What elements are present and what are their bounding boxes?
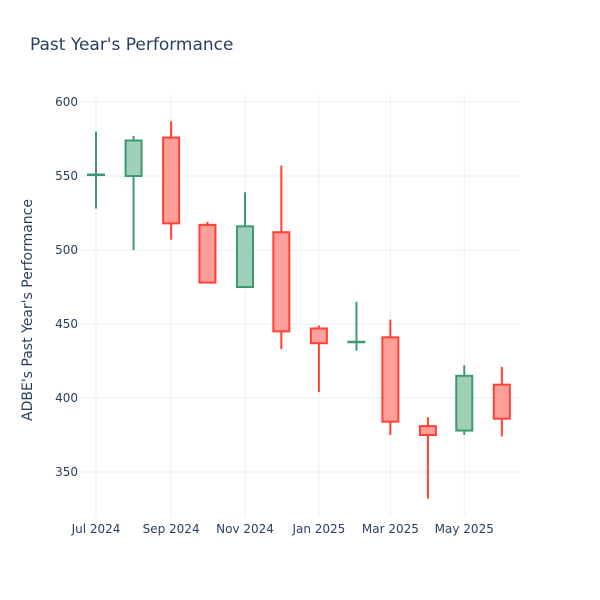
y-axis-ticks: 350 400 450 500 550 600 [55,95,78,479]
x-tick-label: May 2025 [435,522,494,536]
candle-body [124,139,143,177]
candle [87,131,105,209]
candle [236,192,254,289]
x-axis-ticks: Jul 2024 Sep 2024 Nov 2024 Jan 2025 Mar 2025… [71,522,494,536]
chart-title: Past Year's Performance [30,35,234,55]
y-tick-label: 450 [55,317,78,331]
candle [347,301,366,351]
y-tick-label: 550 [55,169,78,183]
candle [381,319,400,435]
candle [492,366,511,437]
candle [198,221,217,284]
candle [162,121,181,240]
candle-body [418,425,437,436]
candle [124,136,143,250]
candle-body [381,336,400,423]
y-tick-label: 400 [55,391,78,405]
candle-body [492,383,511,420]
y-axis-label: ADBE's Past Year's Performance [20,199,36,421]
candle-body [236,225,254,289]
candle-body [87,173,105,177]
y-tick-label: 500 [55,243,78,257]
grid-lines [80,94,520,517]
candle [309,325,328,393]
candle-body [162,136,181,225]
candle [272,165,291,350]
candle-body [309,327,328,345]
x-tick-label: Nov 2024 [216,522,274,536]
candle-body [198,223,217,284]
candle [455,365,474,435]
x-tick-label: Jan 2025 [291,522,345,536]
candle [418,417,437,499]
candle-body [272,231,291,333]
candle-body [347,340,366,344]
candle-body [455,374,474,432]
y-tick-label: 600 [55,95,78,109]
x-tick-label: Mar 2025 [362,522,419,536]
y-tick-label: 350 [55,465,78,479]
x-tick-label: Jul 2024 [71,522,121,536]
candles [87,121,511,499]
x-tick-label: Sep 2024 [143,522,200,536]
